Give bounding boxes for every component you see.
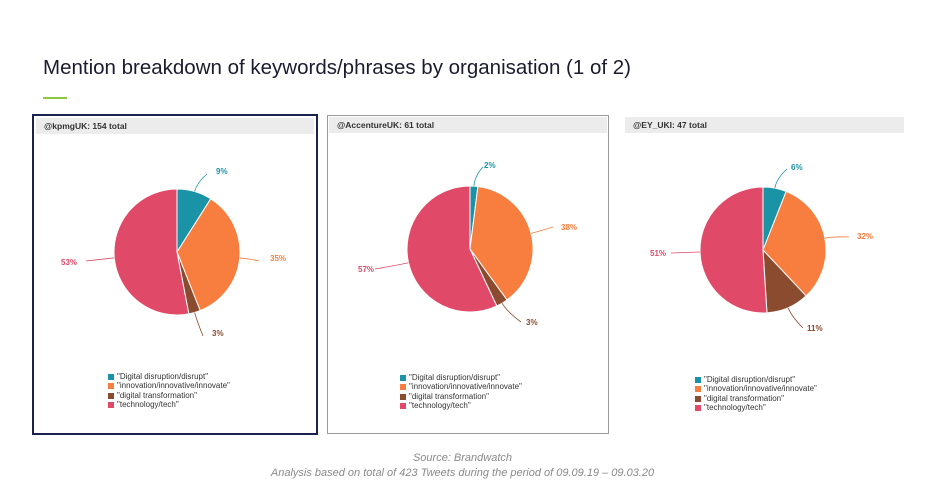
leader-line: [774, 168, 788, 189]
legend-item: "digital transformation": [108, 391, 230, 400]
data-label: 2%: [484, 161, 496, 170]
legend-swatch: [695, 386, 701, 393]
legend-label: "innovation/innovative/innovate": [117, 381, 230, 391]
pie-chart: 2% 38% 3% 57%: [358, 161, 577, 327]
chart-panel-kpmg[interactable]: @kpmgUK: 154 total 9% 35% 3% 53% "Digital d…: [32, 114, 318, 435]
leader-line: [824, 236, 850, 239]
leader-line: [787, 307, 804, 329]
legend-item: "innovation/innovative/innovate": [400, 382, 522, 391]
legend-label: "digital transformation": [117, 390, 197, 400]
chart-title: @kpmgUK: 154 total: [36, 118, 314, 134]
data-label: 11%: [807, 324, 823, 333]
legend-item: "technology/tech": [400, 401, 522, 410]
leader-line: [239, 257, 260, 262]
legend-swatch: [695, 395, 701, 402]
legend-item: "technology/tech": [695, 403, 817, 412]
legend-label: "technology/tech": [409, 401, 471, 411]
legend-swatch: [108, 401, 114, 408]
pie-chart: 6% 32% 11% 51%: [650, 163, 873, 333]
legend-label: "innovation/innovative/innovate": [409, 382, 522, 392]
legend-swatch: [695, 376, 701, 383]
legend-swatch: [695, 404, 701, 411]
chart-legend: "Digital disruption/disrupt" "innovation/…: [695, 375, 817, 413]
data-label: 35%: [270, 254, 286, 263]
slice-innovation: [469, 185, 534, 301]
leader-line: [473, 166, 484, 187]
leader-line: [374, 262, 409, 270]
title-accent-line: [43, 97, 67, 99]
chart-legend: "Digital disruption/disrupt" "innovation/…: [108, 372, 230, 410]
legend-item: "Digital disruption/disrupt": [108, 372, 230, 381]
chart-title: @EY_UKI: 47 total: [625, 117, 904, 133]
legend-swatch: [400, 402, 406, 409]
data-label: 51%: [650, 249, 666, 258]
slice-innovation: [762, 190, 827, 297]
legend-label: "Digital disruption/disrupt": [704, 375, 796, 384]
legend-item: "digital transformation": [400, 392, 522, 401]
legend-swatch: [108, 392, 114, 399]
legend-label: "digital transformation": [409, 391, 489, 401]
source-note: Source: Brandwatch: [412, 452, 513, 464]
data-label: 57%: [358, 265, 374, 274]
legend-swatch: [108, 383, 114, 390]
legend-item: "digital transformation": [695, 394, 817, 403]
legend-label: "innovation/innovative/innovate": [704, 384, 817, 394]
legend-swatch: [400, 374, 406, 381]
leader-line: [670, 251, 701, 254]
data-label: 6%: [791, 163, 803, 172]
leader-line: [501, 303, 522, 323]
legend-item: "Digital disruption/disrupt": [400, 373, 522, 382]
leader-line: [530, 226, 554, 234]
legend-swatch: [400, 384, 406, 391]
data-label: 32%: [857, 232, 873, 241]
data-label: 9%: [216, 167, 228, 176]
legend-swatch: [108, 373, 114, 380]
chart-panel-accenture[interactable]: @AccentureUK: 61 total 2% 38% 3% 57% "Digit…: [327, 115, 609, 434]
legend-item: "Digital disruption/disrupt": [695, 375, 817, 384]
data-label: 53%: [61, 258, 77, 267]
legend-label: "technology/tech": [117, 400, 179, 410]
slice-technology: [406, 185, 498, 313]
chart-panel-ey[interactable]: @EY_UKI: 47 total 6% 32% 11% 51% "Digital d…: [625, 117, 904, 417]
leader-line: [194, 312, 204, 337]
chart-title: @AccentureUK: 61 total: [329, 117, 607, 133]
page-title: Mention breakdown of keywords/phrases by…: [43, 56, 631, 79]
pie-chart: 9% 35% 3% 53%: [61, 167, 286, 338]
data-label: 3%: [212, 329, 224, 338]
leader-line: [194, 173, 208, 192]
legend-label: "digital transformation": [704, 393, 784, 403]
legend-item: "innovation/innovative/innovate": [108, 381, 230, 390]
chart-legend: "Digital disruption/disrupt" "innovation/…: [400, 373, 522, 411]
data-label: 3%: [526, 318, 538, 327]
data-label: 38%: [561, 223, 577, 232]
slice-technology: [699, 186, 768, 314]
leader-line: [85, 257, 115, 262]
legend-swatch: [400, 393, 406, 400]
legend-label: "Digital disruption/disrupt": [117, 372, 209, 381]
slice-innovation: [176, 198, 241, 312]
legend-label: "Digital disruption/disrupt": [409, 373, 501, 382]
analysis-note: Analysis based on total of 423 Tweets du…: [270, 467, 655, 479]
legend-item: "technology/tech": [108, 400, 230, 409]
legend-item: "innovation/innovative/innovate": [695, 384, 817, 393]
legend-label: "technology/tech": [704, 403, 766, 413]
